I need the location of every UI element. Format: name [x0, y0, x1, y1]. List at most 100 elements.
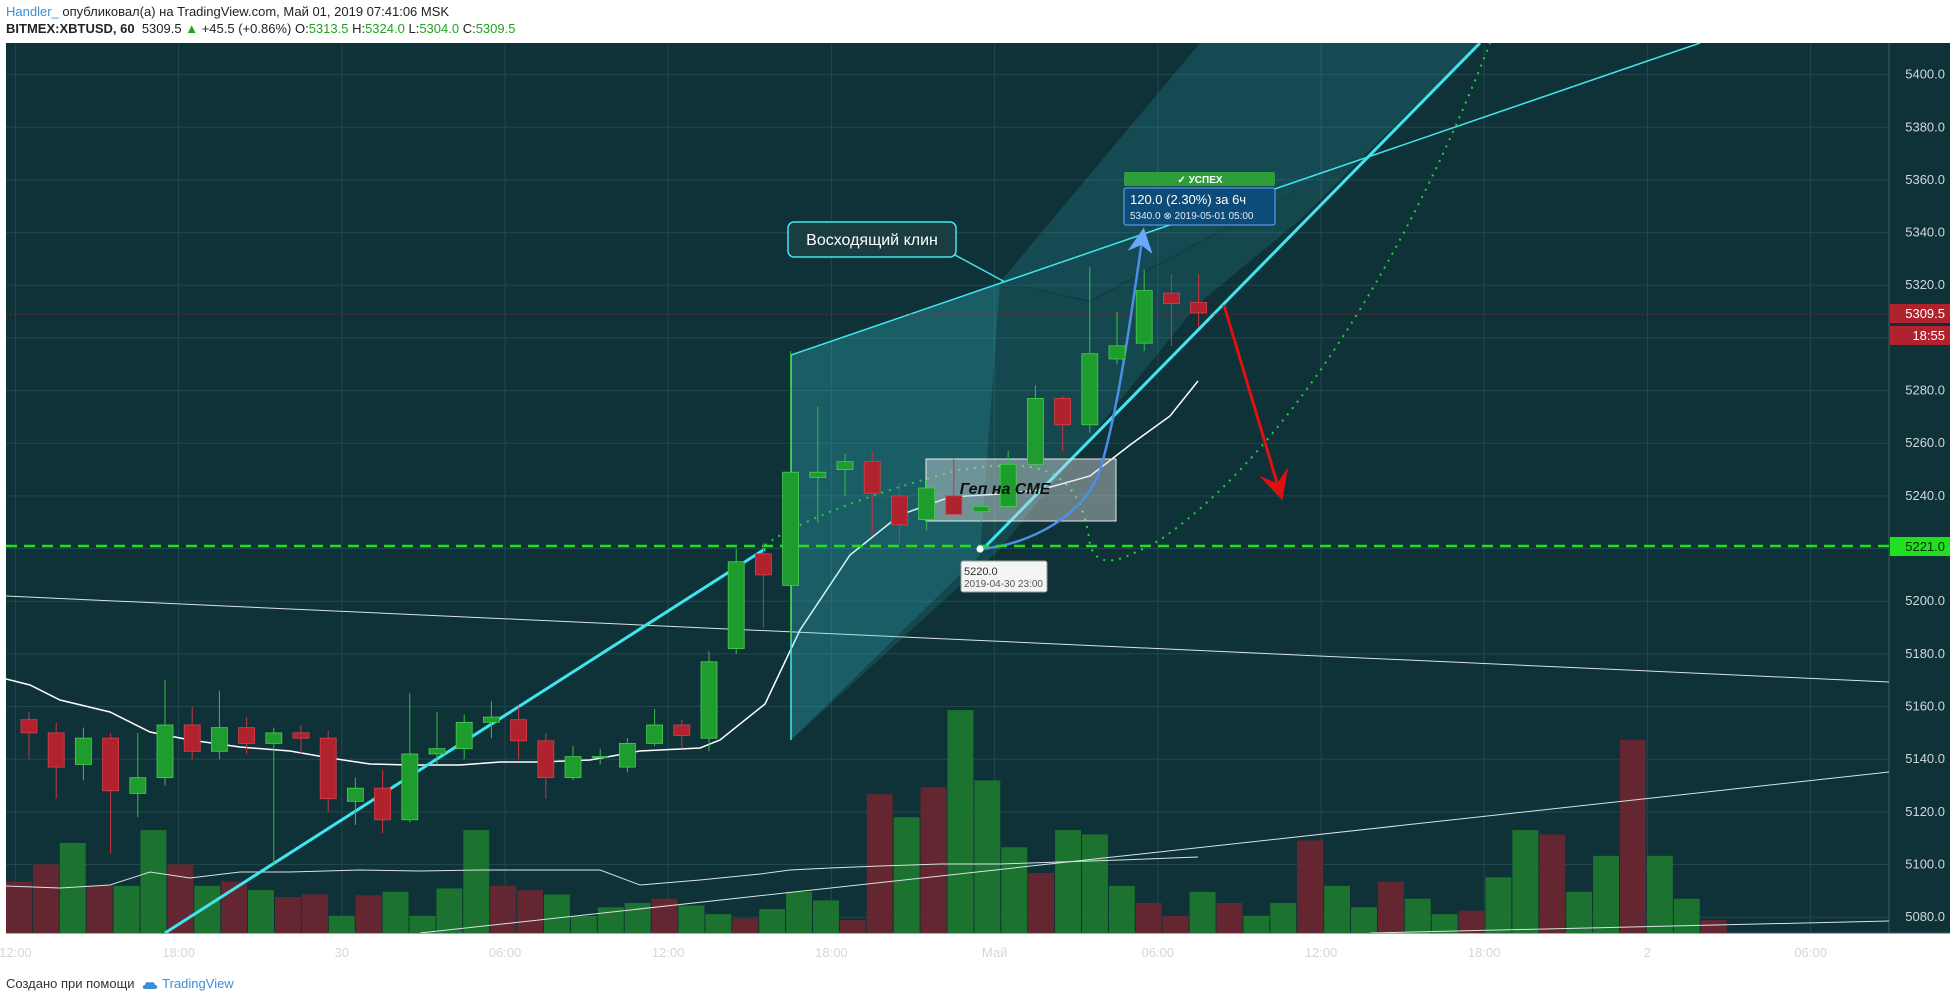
measure-curve — [979, 227, 1153, 551]
candle-body — [891, 495, 908, 526]
price-tick-label: 5180.0 — [1905, 646, 1945, 661]
volume-bar — [328, 915, 355, 933]
cloud-icon — [142, 981, 158, 989]
volume-bar — [759, 909, 786, 933]
author-link[interactable]: Handler_ — [6, 4, 59, 19]
volume-bar — [624, 903, 651, 933]
price-tick-label: 5380.0 — [1905, 119, 1945, 134]
candle-body — [591, 756, 609, 758]
candle-body — [1163, 292, 1180, 305]
high-value: 5324.0 — [365, 21, 405, 36]
volume-bar — [651, 898, 678, 933]
volume-bar — [517, 890, 543, 933]
countdown-badge — [1890, 326, 1950, 345]
volume-bar — [194, 885, 221, 933]
candle-body — [537, 740, 555, 779]
time-tick-label: 18:00 — [1468, 945, 1501, 960]
volume-bar — [544, 894, 570, 933]
price-tick-label: 5280.0 — [1905, 383, 1945, 398]
volume-bar — [839, 920, 866, 933]
volume-bar — [382, 891, 409, 933]
volume-bar — [1108, 885, 1135, 933]
open-value: 5313.5 — [308, 21, 349, 36]
volume-bar — [113, 885, 140, 933]
wedge-callout[interactable]: Восходящий клин — [787, 221, 1006, 283]
price-tick-label: 5360.0 — [1905, 172, 1945, 187]
volume-bar — [355, 895, 382, 933]
volume-bar — [813, 900, 839, 933]
point-label[interactable]: 5220.0 2019-04-30 23:00 — [960, 545, 1048, 593]
price-tick-label: 5080.0 — [1905, 909, 1945, 924]
volume-bar — [490, 885, 517, 933]
volume-bar — [570, 915, 597, 933]
volume-bar — [1270, 903, 1297, 933]
last-price-badge — [1890, 304, 1950, 323]
price-tick-label: 5320.0 — [1905, 277, 1945, 292]
candle-body — [374, 787, 392, 821]
time-tick-label: 18:00 — [162, 945, 195, 960]
candle-body — [700, 661, 718, 739]
volume-bar — [1082, 834, 1108, 933]
point-marker — [976, 545, 984, 553]
volume-bar — [140, 830, 167, 933]
volume-bar — [1162, 915, 1189, 933]
success-badge — [1124, 172, 1275, 186]
time-tick-label: 18:00 — [815, 945, 848, 960]
candle-body — [646, 724, 663, 744]
candle-body — [809, 471, 827, 478]
candle-body — [102, 737, 119, 792]
volume-bar — [786, 891, 812, 933]
ohlc-legend: BITMEX:XBTUSD, 60 5309.5 ▲ +45.5 (+0.86%… — [6, 21, 515, 36]
candle-body — [428, 748, 446, 755]
long-ma-line — [6, 595, 1889, 683]
level-badge-text: 5221.0 — [1905, 539, 1945, 554]
volume-bar — [1566, 891, 1593, 933]
time-tick-label: 2 — [1644, 945, 1651, 960]
wedge-lower-line — [978, 43, 1482, 554]
volume-bar — [409, 915, 436, 933]
time-tick-label: 12:00 — [652, 945, 685, 960]
price-tick-label: 5140.0 — [1905, 751, 1945, 766]
bearish-arrow — [1222, 304, 1289, 501]
projection-arc — [764, 43, 1491, 562]
volume-bar — [1646, 855, 1673, 933]
volume-bar — [248, 890, 274, 933]
success-label: ✓ УСПЕХ — [1177, 175, 1222, 186]
measure-label[interactable]: ✓ УСПЕХ 120.0 (2.30%) за 6ч 5340.0 ⊗ 201… — [1123, 172, 1276, 226]
low-value: 5304.0 — [419, 21, 460, 36]
time-tick-label: 12:00 — [1305, 945, 1338, 960]
volume-bar — [1431, 914, 1458, 933]
measure-box — [1123, 187, 1276, 226]
candle-body — [75, 737, 92, 765]
candle-body — [210, 727, 228, 752]
candle-body — [1081, 353, 1099, 426]
volume-bar — [1377, 881, 1404, 933]
candle-body — [619, 743, 636, 768]
tradingview-link[interactable]: TradingView — [162, 976, 234, 991]
candle-body — [1027, 398, 1044, 465]
volume-bar — [1620, 740, 1646, 933]
measure-main: 120.0 (2.30%) за 6ч — [1130, 192, 1246, 207]
candle-body — [510, 719, 528, 742]
volume-bar — [1512, 830, 1539, 933]
candle-body — [836, 461, 854, 470]
volume-bar — [436, 888, 463, 933]
volume-bar — [1593, 855, 1619, 933]
candle-body — [564, 756, 582, 779]
candle-body — [1108, 345, 1126, 360]
volume-ma-long — [419, 771, 1889, 933]
candles — [20, 266, 1207, 865]
price-tick-label: 5400.0 — [1905, 67, 1945, 82]
volume-bar — [893, 817, 920, 933]
volume-bar — [1001, 847, 1028, 933]
volume-bar — [1458, 910, 1485, 933]
open-label: O: — [294, 21, 309, 36]
candle-body — [129, 777, 147, 794]
volume-bar — [866, 794, 893, 933]
close-value: 5309.5 — [475, 21, 516, 36]
candle-body — [1135, 290, 1153, 344]
volume-bar — [1539, 834, 1566, 933]
volume-bar — [275, 897, 301, 933]
price-tick-label: 5340.0 — [1905, 225, 1945, 240]
